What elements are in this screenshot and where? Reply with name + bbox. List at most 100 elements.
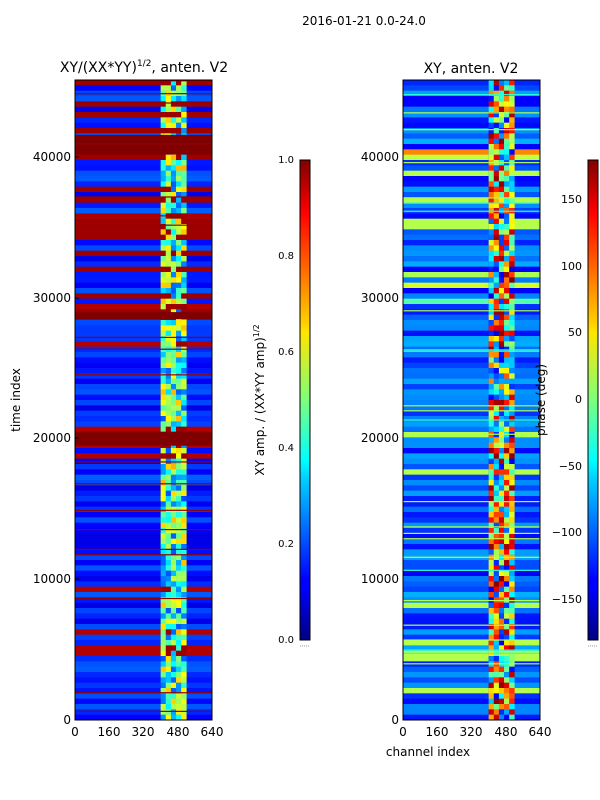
heatmap-cell	[509, 458, 515, 465]
heatmap-cell	[493, 304, 500, 310]
heatmap-row	[75, 592, 161, 598]
heatmap-cell	[176, 394, 182, 401]
heatmap-row	[403, 506, 489, 513]
heatmap-cell	[170, 293, 177, 299]
heatmap-cell	[504, 410, 510, 417]
heatmap-cell	[170, 661, 177, 667]
heatmap-row	[186, 320, 212, 326]
heatmap-cell	[176, 533, 182, 539]
heatmap-row	[514, 378, 540, 385]
heatmap-row	[403, 357, 489, 363]
heatmap-cell	[498, 405, 505, 411]
heatmap-row	[186, 186, 212, 193]
heatmap-row	[514, 117, 540, 123]
heatmap-row	[403, 288, 489, 294]
heatmap-row	[75, 650, 161, 657]
heatmap-row	[186, 272, 212, 278]
heatmap-row	[403, 378, 489, 385]
heatmap-cell	[181, 416, 187, 422]
heatmap-cell	[160, 549, 167, 555]
heatmap-cell	[165, 634, 172, 641]
heatmap-cell	[165, 517, 172, 523]
heatmap-cell	[170, 517, 177, 523]
heatmap-cell	[181, 405, 187, 411]
heatmap-row	[186, 581, 212, 587]
heatmap-cell	[504, 128, 510, 134]
heatmap-cell	[509, 480, 515, 486]
heatmap-cell	[181, 421, 187, 427]
heatmap-cell	[165, 122, 172, 129]
heatmap-cell	[498, 421, 505, 427]
heatmap-row	[75, 101, 161, 107]
heatmap-cell	[165, 400, 172, 406]
heatmap-row	[514, 533, 540, 539]
heatmap-row	[75, 176, 161, 182]
heatmap-stripe	[75, 483, 212, 485]
heatmap-row	[75, 112, 161, 118]
heatmap-cell	[176, 341, 182, 347]
heatmap-cell	[165, 485, 172, 491]
left-plot-frame	[74, 79, 213, 721]
heatmap-cell	[181, 218, 187, 225]
heatmap-row	[75, 656, 161, 662]
heatmap-cell	[493, 128, 500, 134]
heatmap-cell	[488, 330, 495, 337]
heatmap-stripe	[403, 649, 540, 651]
heatmap-cell	[170, 688, 177, 694]
heatmap-cell	[498, 298, 505, 305]
heatmap-cell	[170, 565, 177, 571]
heatmap-cell	[493, 154, 500, 161]
heatmap-cell	[160, 581, 167, 587]
heatmap-cell	[170, 96, 177, 102]
heatmap-cell	[498, 714, 505, 720]
heatmap-cell	[498, 138, 505, 145]
heatmap-row	[186, 496, 212, 502]
heatmap-row	[514, 272, 540, 278]
heatmap-row	[186, 336, 212, 342]
heatmap-cell	[176, 373, 182, 379]
heatmap-row	[403, 565, 489, 571]
heatmap-cell	[170, 378, 177, 385]
heatmap-row	[403, 250, 489, 257]
heatmap-row	[75, 266, 161, 273]
heatmap-cell	[181, 549, 187, 555]
heatmap-row	[75, 240, 161, 246]
heatmap-cell	[165, 362, 172, 369]
heatmap-cell	[176, 517, 182, 523]
heatmap-row	[403, 282, 489, 289]
heatmap-cell	[181, 496, 187, 502]
heatmap-row	[514, 688, 540, 694]
heatmap-cell	[165, 704, 172, 710]
heatmap-cell	[488, 538, 495, 545]
heatmap-cell	[498, 426, 505, 433]
heatmap-cell	[504, 112, 510, 118]
heatmap-cell	[504, 85, 510, 91]
heatmap-cell	[176, 501, 182, 507]
heatmap-cell	[488, 645, 495, 651]
heatmap-cell	[488, 85, 495, 91]
heatmap-cell	[176, 528, 182, 534]
heatmap-row	[75, 245, 161, 251]
heatmap-cell	[509, 448, 515, 454]
heatmap-cell	[504, 474, 510, 481]
heatmap-cell	[504, 341, 510, 347]
heatmap-row	[186, 80, 212, 86]
heatmap-stripe	[75, 93, 212, 95]
heatmap-cell	[160, 362, 167, 369]
heatmap-row	[403, 682, 489, 689]
right-xtick-label-0: 0	[399, 725, 407, 739]
heatmap-cell	[493, 576, 500, 582]
heatmap-cell	[181, 693, 187, 699]
heatmap-cell	[176, 698, 182, 705]
heatmap-cell	[498, 517, 505, 523]
heatmap-cell	[504, 149, 510, 155]
heatmap-cell	[160, 304, 167, 310]
heatmap-row	[186, 485, 212, 491]
heatmap-row	[186, 597, 212, 603]
heatmap-cell	[165, 341, 172, 347]
heatmap-cell	[488, 170, 495, 177]
heatmap-cell	[498, 634, 505, 641]
heatmap-cell	[181, 682, 187, 689]
heatmap-cell	[509, 112, 515, 118]
heatmap-stripe	[403, 349, 540, 351]
